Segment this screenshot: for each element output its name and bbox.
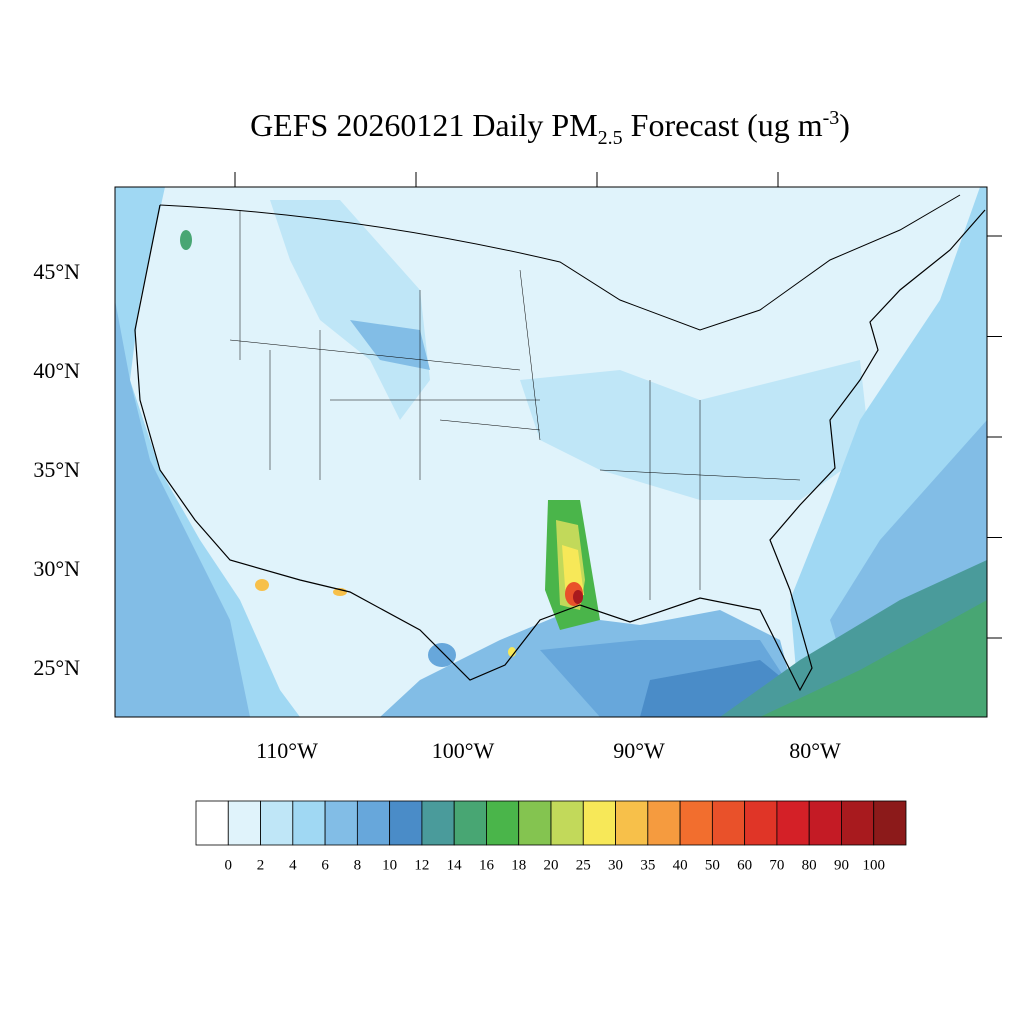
lat-label: 35°N	[33, 457, 80, 482]
hotspot	[508, 647, 516, 657]
colorbar-swatch	[711, 800, 746, 846]
wyoming	[350, 320, 430, 370]
colorbar-swatch	[744, 800, 778, 846]
colorbar-label: 18	[511, 857, 526, 873]
colorbar-swatch	[582, 800, 616, 846]
colorbar-swatch	[550, 800, 584, 846]
colorbar-label: 30	[608, 857, 623, 873]
colorbar-label: 90	[834, 857, 849, 873]
colorbar-label: 12	[414, 857, 429, 873]
lat-label: 25°N	[33, 655, 80, 680]
colorbar-label: 8	[354, 857, 362, 873]
colorbar-swatch	[195, 800, 229, 846]
lat-label: 30°N	[33, 556, 80, 581]
colorbar-label: 10	[382, 857, 397, 873]
colorbar-label: 2	[257, 857, 265, 873]
colorbar-label: 25	[576, 857, 591, 873]
map-frame	[114, 186, 988, 718]
lat-label: 45°N	[33, 259, 80, 284]
pacific-far	[115, 300, 250, 717]
colorbar-label: 14	[447, 857, 463, 873]
coastline	[134, 204, 986, 692]
ticks: 45°N 40°N 35°N 30°N 25°N 110°W 100°W 90°W 80°W	[33, 172, 1002, 763]
colorbar-label: 70	[769, 857, 784, 873]
colorbar-swatch	[260, 800, 294, 846]
colorbar-swatch	[421, 800, 455, 846]
title-main: GEFS 20260121 Daily PM	[250, 107, 598, 143]
colorbar-swatch	[227, 800, 261, 846]
east	[520, 360, 870, 500]
colorbar-swatch	[324, 800, 358, 846]
colorbar-swatch	[356, 800, 391, 846]
colorbar-label: 40	[673, 857, 688, 873]
colorbar-swatch	[518, 800, 552, 846]
colorbar-swatch	[679, 800, 713, 846]
colorbar-swatch	[389, 800, 423, 846]
colorbar-swatch	[615, 800, 649, 846]
colorbar-swatch	[873, 800, 907, 846]
title-end: )	[839, 107, 850, 143]
title-subscript: 2.5	[598, 127, 623, 149]
lat-label: 40°N	[33, 358, 80, 383]
state-lines	[229, 210, 801, 600]
hotspot	[428, 643, 456, 667]
lon-label: 80°W	[789, 738, 841, 763]
colorbar-label: 35	[640, 857, 655, 873]
north-border	[159, 194, 961, 331]
title: GEFS 20260121 Daily PM2.5 Forecast (ug m…	[250, 107, 850, 149]
colorbar-swatch	[808, 800, 842, 846]
hotspot	[255, 579, 269, 591]
colorbar-label: 0	[225, 857, 233, 873]
colorbar-label: 60	[737, 857, 752, 873]
lon-label: 90°W	[613, 738, 665, 763]
hotspot	[180, 230, 192, 250]
lon-label: 100°W	[432, 738, 495, 763]
colorbar-label: 50	[705, 857, 720, 873]
colorbar: 0 2 4 6 8 10 12 14 16 18 20 25 30 35 40 50 60 70 80 90 100	[195, 800, 907, 873]
colorbar-label: 6	[321, 857, 329, 873]
colorbar-swatch	[776, 800, 810, 846]
colorbar-swatch	[647, 800, 681, 846]
plains	[270, 200, 430, 420]
colorbar-swatch	[292, 800, 326, 846]
colorbar-label: 80	[802, 857, 817, 873]
colorbar-label: 20	[544, 857, 559, 873]
smoke-core	[573, 590, 583, 604]
colorbar-swatch	[841, 800, 875, 846]
map-field	[115, 187, 987, 717]
colorbar-label: 4	[289, 857, 297, 873]
title-superscript: -3	[823, 107, 840, 129]
colorbar-swatch	[453, 800, 487, 846]
caribbean-green	[760, 600, 987, 717]
colorbar-swatch	[486, 800, 520, 846]
colorbar-label: 16	[479, 857, 495, 873]
colorbar-label: 100	[862, 857, 885, 873]
lon-label: 110°W	[256, 738, 318, 763]
title-middle: Forecast (ug m	[623, 107, 823, 143]
